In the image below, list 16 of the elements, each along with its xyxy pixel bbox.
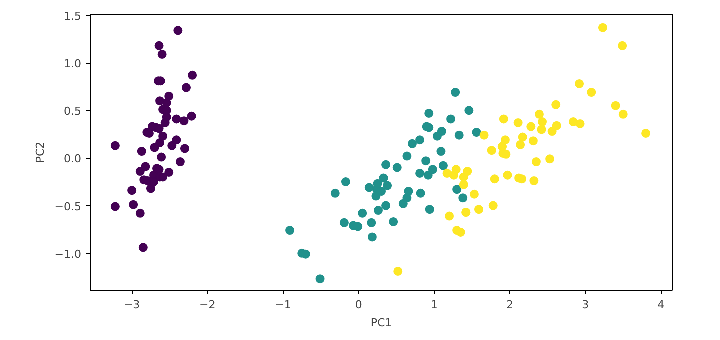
x-tick-label: 0: [355, 298, 362, 312]
x-tick-label: 2: [506, 298, 514, 312]
y-tick-label: 1.0: [64, 58, 82, 71]
y-tick-label: 0.5: [64, 105, 82, 118]
x-tick-label: 3: [582, 298, 590, 312]
x-tick-label: −1: [275, 298, 292, 312]
y-axis-title: PC2: [34, 142, 47, 164]
x-axis-title: PC1: [370, 316, 392, 330]
y-tick-label: −1.0: [54, 248, 82, 261]
x-tick-label: −2: [200, 298, 216, 312]
y-tick-label: 0.0: [64, 152, 82, 166]
x-tick-label: −3: [124, 298, 140, 312]
y-tick-label: 1.5: [64, 10, 82, 23]
x-tick-label: 1: [430, 298, 438, 312]
x-tick-label: 4: [658, 298, 665, 312]
y-tick-label: −0.5: [54, 200, 82, 214]
